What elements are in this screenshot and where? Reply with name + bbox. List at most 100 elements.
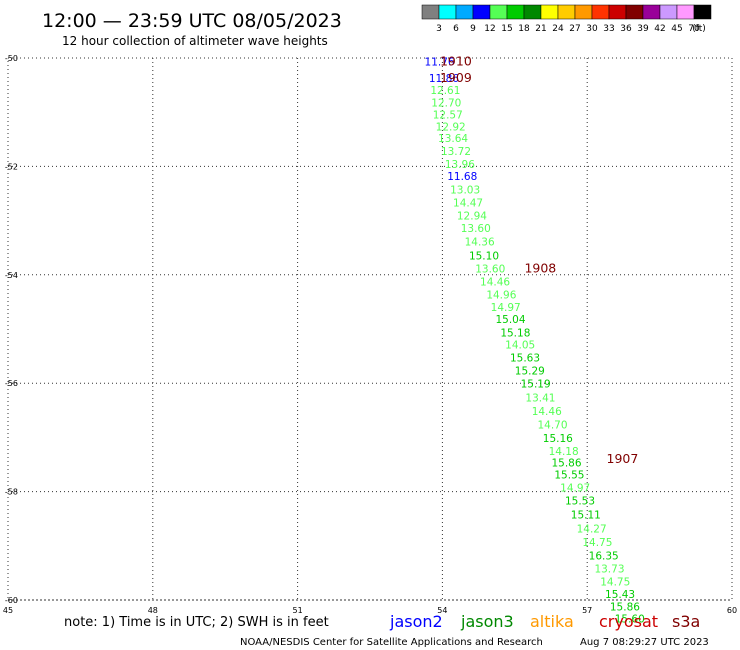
data-point-label: 13.96 xyxy=(445,159,475,171)
data-point-label: 13.60 xyxy=(461,223,491,235)
data-point-label: 15.04 xyxy=(495,314,525,326)
data-point-label: 15.16 xyxy=(543,433,573,445)
mission-legend-jason3: jason3 xyxy=(460,612,514,631)
data-point-label: 14.18 xyxy=(549,446,579,458)
x-tick-label: 60 xyxy=(727,606,737,615)
data-point-label: 11.76 xyxy=(425,56,455,68)
colorbar-swatch xyxy=(557,4,576,20)
colorbar-swatch xyxy=(472,4,491,20)
x-tick-label: 57 xyxy=(582,606,592,615)
colorbar-swatch xyxy=(591,4,610,20)
colorbar-label: 3 xyxy=(436,24,442,34)
data-point-label: 14.75 xyxy=(600,577,630,589)
footer-credit: NOAA/NESDIS Center for Satellite Applica… xyxy=(240,637,543,648)
data-point-label: 14.46 xyxy=(480,276,510,288)
data-point-label: 15.29 xyxy=(515,366,545,378)
colorbar-unit: (ft) xyxy=(692,24,706,34)
data-point-label: 14.05 xyxy=(505,340,535,352)
footer-note: note: 1) Time is in UTC; 2) SWH is in fe… xyxy=(64,615,329,630)
data-point-label: 13.73 xyxy=(594,564,624,576)
colorbar-swatch xyxy=(506,4,525,20)
colorbar-swatch xyxy=(608,4,627,20)
colorbar-swatch xyxy=(676,4,695,20)
data-point-label: 13.03 xyxy=(450,185,480,197)
data-point-label: 14.70 xyxy=(537,419,567,431)
data-point-label: 15.11 xyxy=(571,509,601,521)
y-tick-label: -60 xyxy=(5,596,18,605)
data-point-label: 14.46 xyxy=(532,406,562,418)
colorbar-swatch xyxy=(625,4,644,20)
colorbar-swatch xyxy=(438,4,457,20)
colorbar-swatch xyxy=(642,4,661,20)
plot-frame xyxy=(7,57,733,601)
colorbar-label: 9 xyxy=(470,24,476,34)
colorbar-label: 18 xyxy=(518,24,530,34)
data-point-label: 15.10 xyxy=(469,250,499,262)
mission-legend-cryosat: cryosat xyxy=(599,612,658,631)
colorbar-swatch xyxy=(693,4,712,20)
colorbar-label: 6 xyxy=(453,24,459,34)
colorbar-swatch xyxy=(421,4,440,20)
data-point-label: 12.92 xyxy=(436,121,466,133)
mission-legend-s3a: s3a xyxy=(672,612,700,631)
data-point-label: 15.43 xyxy=(605,589,635,601)
data-point-label: 13.60 xyxy=(475,263,505,275)
y-tick-label: -56 xyxy=(5,379,18,388)
colorbar-label: 33 xyxy=(603,24,614,34)
data-point-label: 15.18 xyxy=(500,327,530,339)
data-point-label: 12.94 xyxy=(457,211,487,223)
colorbar-swatch xyxy=(659,4,678,20)
y-tick-label: -52 xyxy=(5,162,18,171)
colorbar-swatch xyxy=(523,4,542,20)
data-point-label: 13.64 xyxy=(438,133,468,145)
colorbar-swatch xyxy=(455,4,474,20)
hour-label: 1910 xyxy=(440,53,472,68)
data-point-label: 14.97 xyxy=(560,482,590,494)
chart-subtitle: 12 hour collection of altimeter wave hei… xyxy=(62,34,328,48)
data-point-label: 15.86 xyxy=(551,457,581,469)
data-point-label: 15.63 xyxy=(510,353,540,365)
colorbar-label: 42 xyxy=(654,24,665,34)
colorbar-label: 39 xyxy=(637,24,649,34)
colorbar-swatch xyxy=(574,4,593,20)
x-tick-label: 45 xyxy=(3,606,13,615)
hour-label: 1909 xyxy=(440,70,472,85)
data-point-label: 14.75 xyxy=(582,537,612,549)
data-point-label: 12.70 xyxy=(431,97,461,109)
colorbar-label: 15 xyxy=(501,24,512,34)
data-point-label: 15.86 xyxy=(610,602,640,614)
mission-legend-altika: altika xyxy=(530,612,574,631)
data-point-label: 12.61 xyxy=(430,85,460,97)
data-point-label: 15.53 xyxy=(565,495,595,507)
footer-timestamp: Aug 7 08:29:27 UTC 2023 xyxy=(580,637,709,648)
colorbar-label: 21 xyxy=(535,24,546,34)
x-tick-label: 54 xyxy=(437,606,447,615)
data-point-label: 15.19 xyxy=(521,379,551,391)
data-point-label: 13.72 xyxy=(441,146,471,158)
data-point-label: 16.35 xyxy=(589,551,619,563)
hour-label: 1908 xyxy=(524,260,556,275)
data-point-label: 14.97 xyxy=(491,302,521,314)
data-point-label: 14.36 xyxy=(465,237,495,249)
data-point-label: 14.47 xyxy=(453,198,483,210)
colorbar-label: 12 xyxy=(484,24,495,34)
data-point-label: 13.41 xyxy=(525,392,555,404)
y-tick-label: -58 xyxy=(5,488,18,497)
mission-legend-jason2: jason2 xyxy=(389,612,443,631)
data-point-label: 11.86 xyxy=(429,73,459,85)
y-tick-label: -54 xyxy=(5,271,18,280)
data-point-label: 15.60 xyxy=(615,613,645,625)
hour-label: 1907 xyxy=(607,451,639,466)
data-point-label: 15.55 xyxy=(554,469,584,481)
data-point-label: 12.57 xyxy=(433,109,463,121)
data-point-label: 14.27 xyxy=(577,523,607,535)
colorbar-label: 45 xyxy=(671,24,682,34)
y-tick-label: -50 xyxy=(5,54,18,63)
colorbar-label: 70 xyxy=(688,24,700,34)
colorbar-label: 36 xyxy=(620,24,632,34)
colorbar-swatch xyxy=(489,4,508,20)
colorbar-label: 30 xyxy=(586,24,598,34)
data-point-label: 11.68 xyxy=(447,171,477,183)
